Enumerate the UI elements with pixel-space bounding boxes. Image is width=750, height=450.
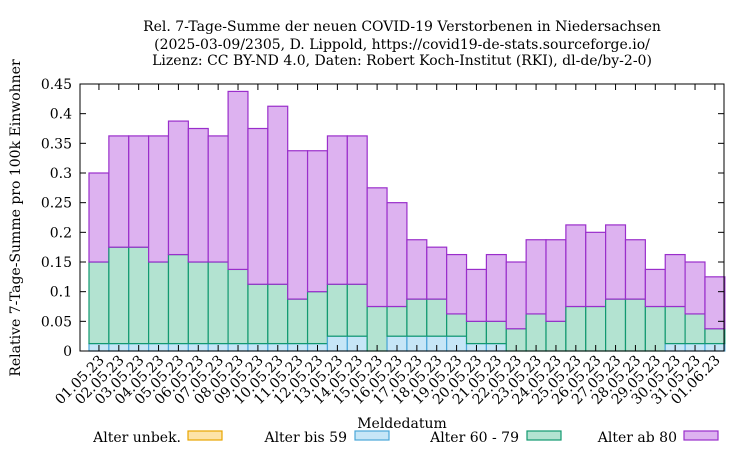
bar-segment-4-19 — [446, 253, 468, 315]
bar-segment-4-18 — [426, 246, 448, 300]
y-axis: 0 0.05 0.1 0.15 0.2 0.25 0.3 0.35 0.4 0.45 — [41, 77, 724, 360]
plot-frame — [79, 83, 725, 352]
bar-segment-4-26 — [585, 231, 607, 308]
bar-segment-4-7 — [207, 135, 229, 263]
y-tick-label: 0.1 — [50, 285, 72, 301]
bar-segment-4-2 — [108, 135, 130, 248]
bar-segment-4-17 — [406, 239, 428, 300]
bar-segment-4-20 — [465, 268, 487, 322]
bar-segment-3-6 — [187, 261, 209, 345]
bar-segment-3-9 — [247, 283, 269, 345]
bar-segment-4-5 — [167, 120, 189, 256]
bar-segment-3-14 — [346, 283, 368, 337]
bar-segment-3-20 — [465, 320, 487, 345]
bars-group — [88, 90, 726, 352]
legend-label-2: Alter bis 59 — [263, 430, 347, 446]
bar-segment-4-32 — [704, 276, 726, 330]
bar-segment-4-14 — [346, 135, 368, 285]
y-tick-label: 0.35 — [41, 136, 72, 152]
bar-segment-4-25 — [565, 224, 587, 308]
y-tick-label: 0.3 — [50, 166, 72, 182]
legend: Alter unbek. Alter bis 59 Alter 60 - 79 Alt… — [92, 430, 719, 446]
bar-segment-3-10 — [267, 283, 289, 345]
bar-segment-3-13 — [326, 283, 348, 337]
bar-segment-4-28 — [624, 239, 646, 300]
bar-segment-4-16 — [386, 202, 408, 308]
bar-segment-3-31 — [684, 313, 706, 345]
bar-segment-3-21 — [485, 320, 507, 345]
legend-label-4: Alter ab 80 — [597, 430, 677, 446]
y-axis-label: Relative 7-Tage-Summe pro 100k Einwohner — [8, 59, 24, 377]
bar-segment-3-27 — [605, 298, 627, 352]
bar-segment-4-27 — [605, 224, 627, 300]
bar-segment-4-3 — [128, 135, 150, 248]
title-line-1: Rel. 7-Tage-Summe der neuen COVID-19 Ver… — [143, 19, 661, 35]
bar-segment-3-28 — [624, 298, 646, 352]
bar-segment-4-15 — [366, 187, 388, 308]
legend-swatch-4 — [683, 430, 719, 441]
bar-segment-4-4 — [148, 135, 170, 263]
bar-segment-3-15 — [366, 305, 388, 352]
bar-segment-3-19 — [446, 313, 468, 337]
bar-segment-3-17 — [406, 298, 428, 337]
bar-segment-4-8 — [227, 90, 249, 271]
bar-segment-4-31 — [684, 261, 706, 315]
bar-segment-3-25 — [565, 305, 587, 352]
x-axis: 01.05.2302.05.2303.05.2304.05.2305.05.23… — [52, 84, 724, 408]
title-line-3: Lizenz: CC BY-ND 4.0, Daten: Robert Koch… — [152, 53, 652, 69]
y-tick-label: 0.05 — [41, 314, 72, 330]
legend-swatch-2 — [354, 430, 390, 441]
y-tick-label: 0.4 — [50, 107, 72, 123]
legend-label-1: Alter unbek. — [92, 430, 181, 446]
legend-swatch-1 — [187, 430, 223, 441]
bar-segment-3-18 — [426, 298, 448, 337]
bar-segment-3-11 — [287, 298, 309, 345]
bar-segment-4-12 — [306, 150, 329, 293]
bar-segment-4-30 — [664, 253, 686, 308]
y-tick-label: 0.15 — [41, 255, 72, 271]
chart-title: Rel. 7-Tage-Summe der neuen COVID-19 Ver… — [143, 19, 661, 69]
bar-segment-4-6 — [187, 127, 209, 263]
bar-segment-3-7 — [207, 261, 229, 345]
bar-segment-4-23 — [525, 239, 547, 315]
bar-segment-4-11 — [287, 150, 309, 300]
bar-segment-3-3 — [128, 246, 150, 345]
bar-segment-3-29 — [644, 305, 666, 352]
bar-segment-4-22 — [505, 261, 527, 330]
y-tick-label: 0.2 — [50, 225, 72, 241]
legend-swatch-3 — [526, 430, 562, 441]
bar-segment-3-1 — [88, 261, 110, 345]
bar-segment-4-9 — [247, 127, 269, 285]
bar-segment-4-21 — [485, 253, 507, 322]
y-tick-label: 0.25 — [41, 196, 72, 212]
y-tick-label: 0.45 — [41, 77, 72, 93]
title-line-2: (2025-03-09/2305, D. Lippold, https://co… — [154, 37, 650, 53]
bar-segment-4-29 — [644, 268, 666, 308]
bar-segment-4-13 — [326, 135, 348, 285]
y-tick-label: 0 — [63, 344, 72, 360]
bar-segment-3-5 — [167, 253, 189, 345]
bar-segment-3-32 — [704, 328, 726, 345]
legend-label-3: Alter 60 - 79 — [429, 430, 519, 446]
bar-segment-3-8 — [227, 268, 249, 345]
bar-segment-4-24 — [545, 239, 567, 322]
bar-segment-4-1 — [88, 172, 110, 263]
x-axis-label: Meldedatum — [357, 416, 447, 432]
bar-segment-3-26 — [585, 305, 607, 352]
bar-segment-4-10 — [267, 105, 289, 285]
bar-segment-3-16 — [386, 305, 408, 337]
bar-segment-3-4 — [148, 261, 170, 345]
bar-segment-3-12 — [306, 291, 329, 345]
bar-segment-3-2 — [108, 246, 130, 345]
bar-segment-3-30 — [664, 305, 686, 345]
